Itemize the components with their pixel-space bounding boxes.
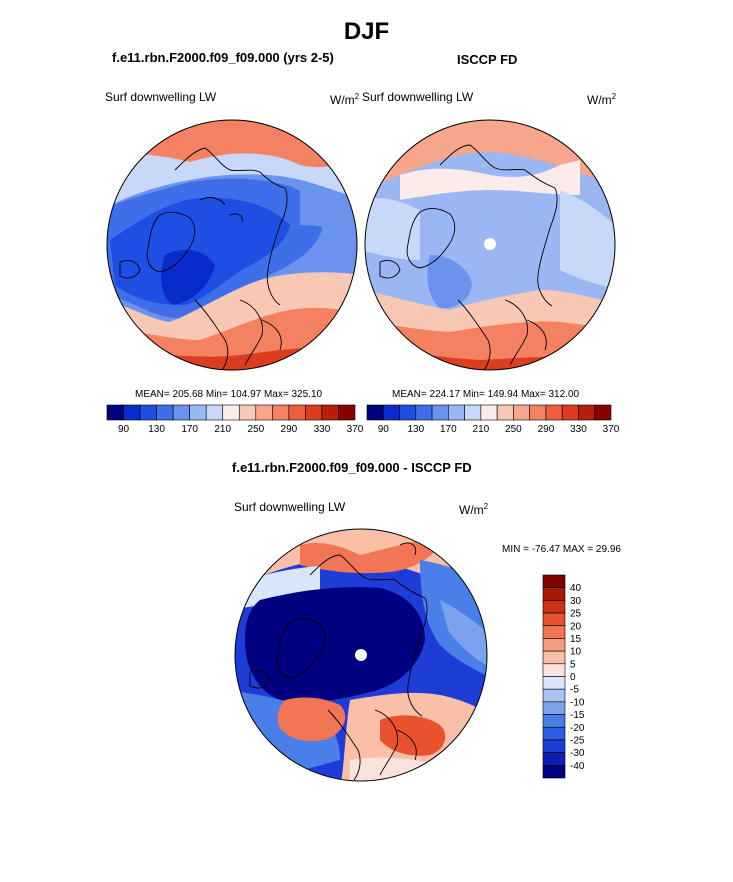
colorbar-1-tick-label: 290 bbox=[281, 424, 298, 435]
colorbar-3-tick-label: -25 bbox=[570, 735, 585, 746]
colorbar-3-swatch bbox=[542, 739, 566, 753]
figure-title: DJF bbox=[343, 18, 390, 45]
colorbar-2-swatch bbox=[496, 404, 514, 421]
colorbar-3-swatch bbox=[542, 765, 566, 779]
colorbar-3-tick-label: 15 bbox=[570, 634, 582, 645]
colorbar-3-tick-label: 5 bbox=[570, 659, 576, 670]
colorbar-3-tick-label: 25 bbox=[570, 609, 582, 620]
colorbar-2-tick-label: 90 bbox=[378, 424, 390, 435]
colorbar-3-tick-label: 0 bbox=[570, 672, 576, 683]
colorbar-2-swatch bbox=[382, 404, 400, 421]
colorbar-2-tick-label: 170 bbox=[440, 424, 457, 435]
panel-3-title: f.e11.rbn.F2000.f09_f09.000 - ISCCP FD bbox=[232, 460, 472, 475]
colorbar-3-tick-label: -20 bbox=[570, 723, 585, 734]
colorbar-2-swatch bbox=[480, 404, 498, 421]
panel-2-stats: MEAN= 224.17 Min= 149.94 Max= 312.00 bbox=[392, 389, 580, 400]
colorbar-3-swatch bbox=[542, 701, 566, 715]
colorbar-2-swatch bbox=[578, 404, 596, 421]
colorbar-1-swatch bbox=[205, 404, 224, 421]
colorbar-1-swatch bbox=[222, 404, 240, 421]
colorbar-2-tick-label: 130 bbox=[407, 424, 424, 435]
colorbar-3-swatch bbox=[542, 638, 566, 652]
colorbar-2-swatch bbox=[431, 404, 449, 421]
panel-3-stats: MIN = -76.47 MAX = 29.96 bbox=[502, 544, 621, 555]
colorbar-2-tick-label: 330 bbox=[570, 424, 587, 435]
colorbar-3-swatch bbox=[542, 612, 566, 627]
colorbar-2-swatch bbox=[366, 404, 384, 421]
colorbar-1-swatch bbox=[238, 404, 257, 421]
panel-2-variable-label: Surf downwelling LW bbox=[362, 90, 474, 104]
colorbar-3-swatch bbox=[542, 726, 566, 741]
colorbar-1-tick-label: 90 bbox=[118, 424, 130, 435]
colorbar-1-swatch bbox=[305, 404, 323, 421]
colorbar-3-tick-label: 30 bbox=[570, 596, 582, 607]
colorbar-2-tick-label: 290 bbox=[538, 424, 555, 435]
colorbar-2-swatch bbox=[448, 404, 465, 421]
colorbar-1-swatch bbox=[321, 404, 339, 421]
colorbar-2: 90 130 170 210 250 290 330 370 bbox=[366, 404, 620, 435]
colorbar-1-tick-label: 330 bbox=[314, 424, 331, 435]
colorbar-1-swatch bbox=[106, 404, 124, 421]
colorbar-2-swatch bbox=[415, 404, 433, 421]
pole-hole-3 bbox=[355, 649, 367, 661]
colorbar-1-swatch bbox=[172, 404, 190, 421]
colorbar-3-tick-label: 40 bbox=[570, 583, 582, 594]
colorbar-2-tick-label: 250 bbox=[505, 424, 522, 435]
colorbar-3-tick-label: 10 bbox=[570, 647, 582, 658]
colorbar-1-swatch bbox=[272, 404, 290, 421]
colorbar-2-swatch bbox=[529, 404, 547, 421]
colorbar-1-swatch bbox=[288, 404, 306, 421]
panel-3-variable-label: Surf downwelling LW bbox=[234, 500, 346, 514]
colorbar-1-swatch bbox=[255, 404, 273, 421]
colorbar-3-tick-label: -5 bbox=[570, 685, 579, 696]
colorbar-1-tick-label: 210 bbox=[214, 424, 231, 435]
colorbar-1-tick-label: 130 bbox=[148, 424, 165, 435]
colorbar-3-swatch bbox=[542, 625, 566, 639]
colorbar-3-tick-label: -15 bbox=[570, 710, 585, 721]
colorbar-3-swatch bbox=[542, 574, 566, 588]
map-3 bbox=[234, 528, 488, 782]
colorbar-1: 90 130 170 210 250 290 330 370 bbox=[106, 404, 364, 435]
colorbar-1-tick-label: 370 bbox=[347, 424, 364, 435]
colorbar-3-tick-label: -30 bbox=[570, 748, 585, 759]
colorbar-2-swatch bbox=[561, 404, 579, 421]
panel-2-unit-label: W/m2 bbox=[587, 92, 617, 107]
colorbar-2-swatch bbox=[545, 404, 563, 421]
colorbar-1-swatch bbox=[189, 404, 207, 421]
colorbar-1-tick-label: 170 bbox=[181, 424, 198, 435]
colorbar-3-swatch bbox=[542, 752, 566, 766]
colorbar-3-swatch bbox=[542, 600, 566, 614]
colorbar-2-swatch bbox=[594, 404, 612, 421]
colorbar-2-tick-label: 370 bbox=[603, 424, 620, 435]
panel-1-unit-label: W/m2 bbox=[330, 92, 360, 107]
colorbar-3-tick-label: -40 bbox=[570, 761, 585, 772]
map-1 bbox=[106, 119, 358, 371]
colorbar-2-tick-label: 210 bbox=[473, 424, 490, 435]
colorbar-2-swatch bbox=[513, 404, 530, 421]
colorbar-2-swatch bbox=[464, 404, 482, 421]
colorbar-2-swatch bbox=[399, 404, 417, 421]
colorbar-3-swatch bbox=[542, 587, 566, 601]
panel-1-title: f.e11.rbn.F2000.f09_f09.000 (yrs 2-5) bbox=[112, 50, 334, 65]
colorbar-3-swatch bbox=[542, 676, 566, 690]
colorbar-3-swatch bbox=[542, 688, 566, 703]
map-2 bbox=[364, 119, 616, 371]
panel-2-title: ISCCP FD bbox=[457, 52, 518, 67]
colorbar-3-swatch bbox=[542, 714, 566, 728]
panel-1-variable-label: Surf downwelling LW bbox=[105, 90, 217, 104]
colorbar-1-swatch bbox=[123, 404, 141, 421]
colorbar-3-tick-label: -10 bbox=[570, 697, 585, 708]
colorbar-1-swatch bbox=[139, 404, 157, 421]
colorbar-3-tick-label: 20 bbox=[570, 621, 582, 632]
colorbar-3-swatch bbox=[542, 663, 566, 677]
colorbar-1-swatch bbox=[156, 404, 174, 421]
colorbar-3-swatch bbox=[542, 650, 566, 665]
panel-3-unit-label: W/m2 bbox=[459, 502, 489, 517]
panel-1-stats: MEAN= 205.68 Min= 104.97 Max= 325.10 bbox=[135, 389, 323, 400]
colorbar-1-swatch bbox=[338, 404, 356, 421]
colorbar-1-tick-label: 250 bbox=[247, 424, 264, 435]
pole-hole-2 bbox=[484, 238, 496, 250]
